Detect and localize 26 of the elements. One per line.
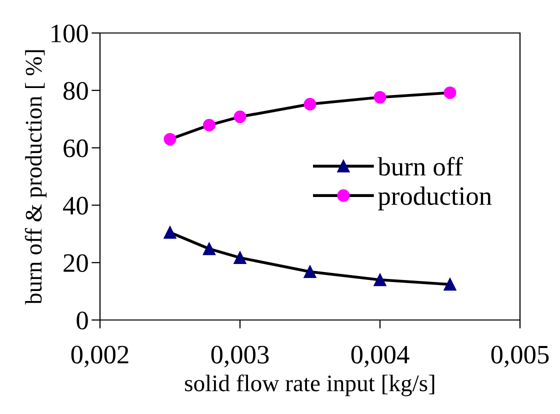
x-axis-title: solid flow rate input [kg/s] (185, 374, 434, 396)
x-tick-label: 0,004 (351, 346, 410, 368)
y-tick-label: 60 (64, 139, 88, 158)
point (164, 132, 176, 146)
point (202, 118, 216, 132)
point (304, 266, 316, 278)
point (374, 274, 386, 286)
point (444, 86, 456, 99)
x-tick-label: 0,002 (71, 346, 128, 368)
x-tick-label: 0,005 (491, 346, 549, 368)
legend-label: burn off (378, 156, 463, 176)
y-tick-label: 20 (64, 254, 88, 272)
point (234, 110, 246, 124)
point (234, 251, 246, 264)
point (374, 91, 386, 104)
point (304, 98, 316, 110)
point (164, 226, 176, 239)
point (444, 278, 456, 291)
x-tick-label: 0,003 (211, 346, 269, 368)
y-axis-title: burn off & production [ %] (24, 50, 47, 304)
legend-label: production (378, 186, 492, 210)
y-tick-label: 40 (63, 196, 88, 215)
y-tick-label: 100 (52, 24, 88, 42)
y-tick-label: 80 (64, 82, 88, 100)
point (202, 242, 216, 256)
y-tick-label: 0 (76, 312, 88, 330)
